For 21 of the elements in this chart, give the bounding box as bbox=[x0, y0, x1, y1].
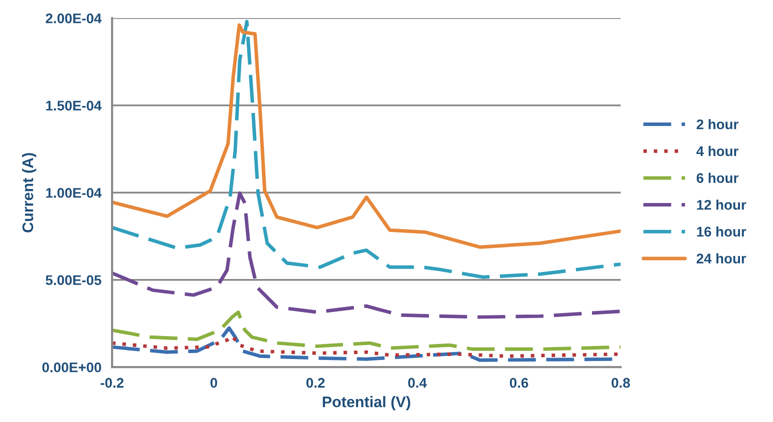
x-axis-title: Potential (V) bbox=[322, 396, 410, 410]
y-axis-title: Current (A) bbox=[22, 153, 36, 232]
y-tick-label: 5.00E-05 bbox=[46, 275, 102, 286]
x-tick-label: 0.8 bbox=[612, 378, 630, 388]
y-tick-label: 1.00E-04 bbox=[46, 188, 102, 198]
x-tick-label: 0.4 bbox=[408, 378, 427, 388]
y-tick-label: 1.50E-04 bbox=[46, 100, 102, 111]
x-tick-label: -0.2 bbox=[100, 378, 124, 388]
legend-label: 12 hour bbox=[697, 200, 746, 210]
line-series bbox=[112, 310, 621, 351]
x-tick-label: 0.6 bbox=[510, 378, 528, 388]
legend-label: 24 hour bbox=[696, 253, 746, 264]
x-tick-label: 0 bbox=[210, 378, 218, 388]
x-tick-label: 0.2 bbox=[306, 378, 325, 388]
line-series bbox=[112, 191, 621, 319]
legend-label: 6 hour bbox=[696, 172, 738, 183]
legend-label: 4 hour bbox=[696, 146, 738, 156]
y-tick-label: 0.00E+00 bbox=[42, 362, 102, 372]
legend-label: 2 hour bbox=[696, 119, 738, 130]
y-tick-label: 2.00E-04 bbox=[46, 13, 102, 24]
legend-label: 16 hour bbox=[697, 226, 746, 237]
